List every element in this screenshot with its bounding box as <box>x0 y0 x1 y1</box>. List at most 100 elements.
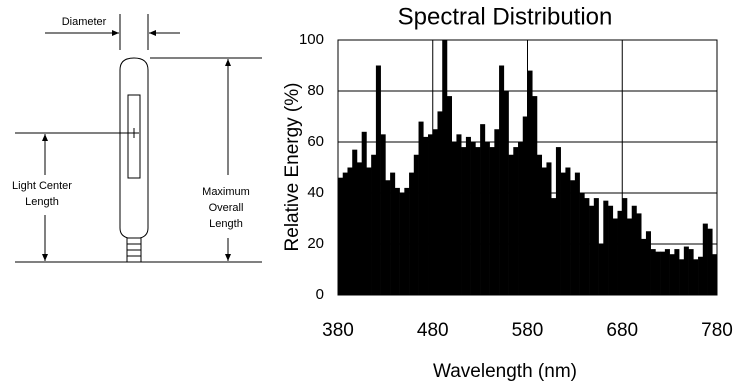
bar <box>437 111 443 296</box>
bar <box>338 177 344 295</box>
x-tick-label: 480 <box>417 320 449 341</box>
y-tick-label: 0 <box>316 286 324 303</box>
bar <box>513 147 519 295</box>
bar <box>626 218 633 295</box>
bar <box>631 205 637 295</box>
bar <box>508 154 514 295</box>
bar <box>546 162 552 295</box>
bar <box>371 154 377 295</box>
bar <box>499 65 505 295</box>
bar <box>584 198 590 295</box>
bar <box>475 147 481 295</box>
bar <box>465 136 471 295</box>
bar <box>589 205 595 295</box>
bar <box>380 134 386 295</box>
bar <box>608 205 614 295</box>
bar <box>390 172 396 295</box>
y-tick-label: 100 <box>299 31 324 48</box>
bar <box>655 251 661 295</box>
bar <box>536 154 543 295</box>
bar <box>669 254 675 295</box>
bar <box>617 210 623 295</box>
bar <box>484 142 490 295</box>
bar <box>461 147 467 295</box>
plot-frame <box>337 39 718 296</box>
bar <box>404 187 410 295</box>
bar <box>413 154 419 295</box>
bar <box>480 124 486 296</box>
bar <box>442 40 448 295</box>
y-tick-label: 20 <box>307 235 324 252</box>
bar <box>574 172 580 295</box>
bar <box>674 249 680 295</box>
bar <box>593 198 599 295</box>
bar <box>683 246 689 295</box>
y-tick-label: 60 <box>307 133 324 150</box>
x-tick-label: 380 <box>322 320 354 341</box>
lamp-tube <box>119 57 149 239</box>
bar <box>451 142 457 295</box>
lamp-diagram: Diameter Maximum Overall Length Light Ce… <box>12 14 262 263</box>
bar <box>432 129 438 295</box>
bar <box>622 198 628 295</box>
bar <box>522 116 528 295</box>
bar <box>688 249 694 295</box>
bar <box>679 259 685 295</box>
bar <box>650 249 656 295</box>
bar <box>423 136 429 295</box>
bar <box>693 259 699 295</box>
bar <box>707 228 713 295</box>
bar <box>702 223 708 295</box>
bar <box>347 167 353 295</box>
chart: Spectral Distribution Wavelength (nm) Re… <box>282 3 733 382</box>
arc-tube <box>127 94 141 179</box>
y-tick-label: 40 <box>307 184 324 201</box>
chart-title: Spectral Distribution <box>398 3 613 30</box>
bar <box>555 147 561 295</box>
y-tick-label: 80 <box>307 82 324 99</box>
diagram-label: Diameter <box>62 16 107 28</box>
bar <box>356 162 362 295</box>
bar <box>532 96 538 295</box>
diagram-label: Light Center <box>12 180 72 192</box>
bar <box>342 172 348 295</box>
bar <box>598 244 604 295</box>
bar <box>612 218 618 295</box>
bar <box>698 256 704 295</box>
bar <box>494 129 500 295</box>
bar <box>470 142 476 295</box>
bar <box>489 147 495 295</box>
bar <box>712 254 718 295</box>
diagram-label: Length <box>25 196 59 208</box>
bar <box>352 149 358 295</box>
bar <box>664 249 670 295</box>
bar <box>375 65 381 295</box>
x-tick-label: 780 <box>701 320 733 341</box>
bar <box>527 70 533 295</box>
bar <box>418 121 424 295</box>
diagram-label: Overall <box>209 202 244 214</box>
bar <box>565 167 571 295</box>
bar <box>560 172 566 295</box>
diagram-label: Length <box>209 218 243 230</box>
bar <box>570 180 576 295</box>
bar <box>385 180 391 295</box>
bar <box>394 187 400 295</box>
bar <box>409 172 415 295</box>
bar <box>636 213 642 295</box>
bar <box>641 238 647 295</box>
bar <box>456 134 462 295</box>
x-tick-label: 580 <box>512 320 544 341</box>
bar <box>361 131 367 295</box>
bar <box>541 167 547 295</box>
bar <box>428 134 434 295</box>
lamp-base <box>126 238 142 263</box>
bar <box>660 251 666 295</box>
y-axis-label: Relative Energy (%) <box>282 83 303 252</box>
x-tick-label: 680 <box>606 320 638 341</box>
bar <box>645 231 651 295</box>
bar <box>446 96 452 295</box>
x-axis-label: Wavelength (nm) <box>433 361 577 382</box>
